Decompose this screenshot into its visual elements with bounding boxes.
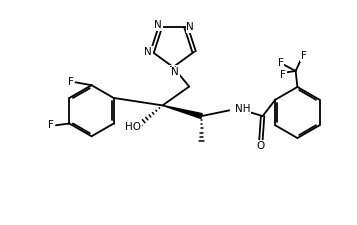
Text: F: F [278,58,284,68]
Text: F: F [48,120,54,130]
Text: NH: NH [235,104,250,114]
Text: F: F [68,77,74,87]
Text: F: F [280,70,286,79]
Text: N: N [171,68,179,77]
Text: N: N [154,20,162,30]
Polygon shape [162,105,202,118]
Text: F: F [301,51,306,61]
Text: HO: HO [125,122,141,132]
Text: N: N [144,47,152,57]
Text: O: O [257,141,265,151]
Text: N: N [186,22,194,32]
Text: N: N [169,66,177,76]
